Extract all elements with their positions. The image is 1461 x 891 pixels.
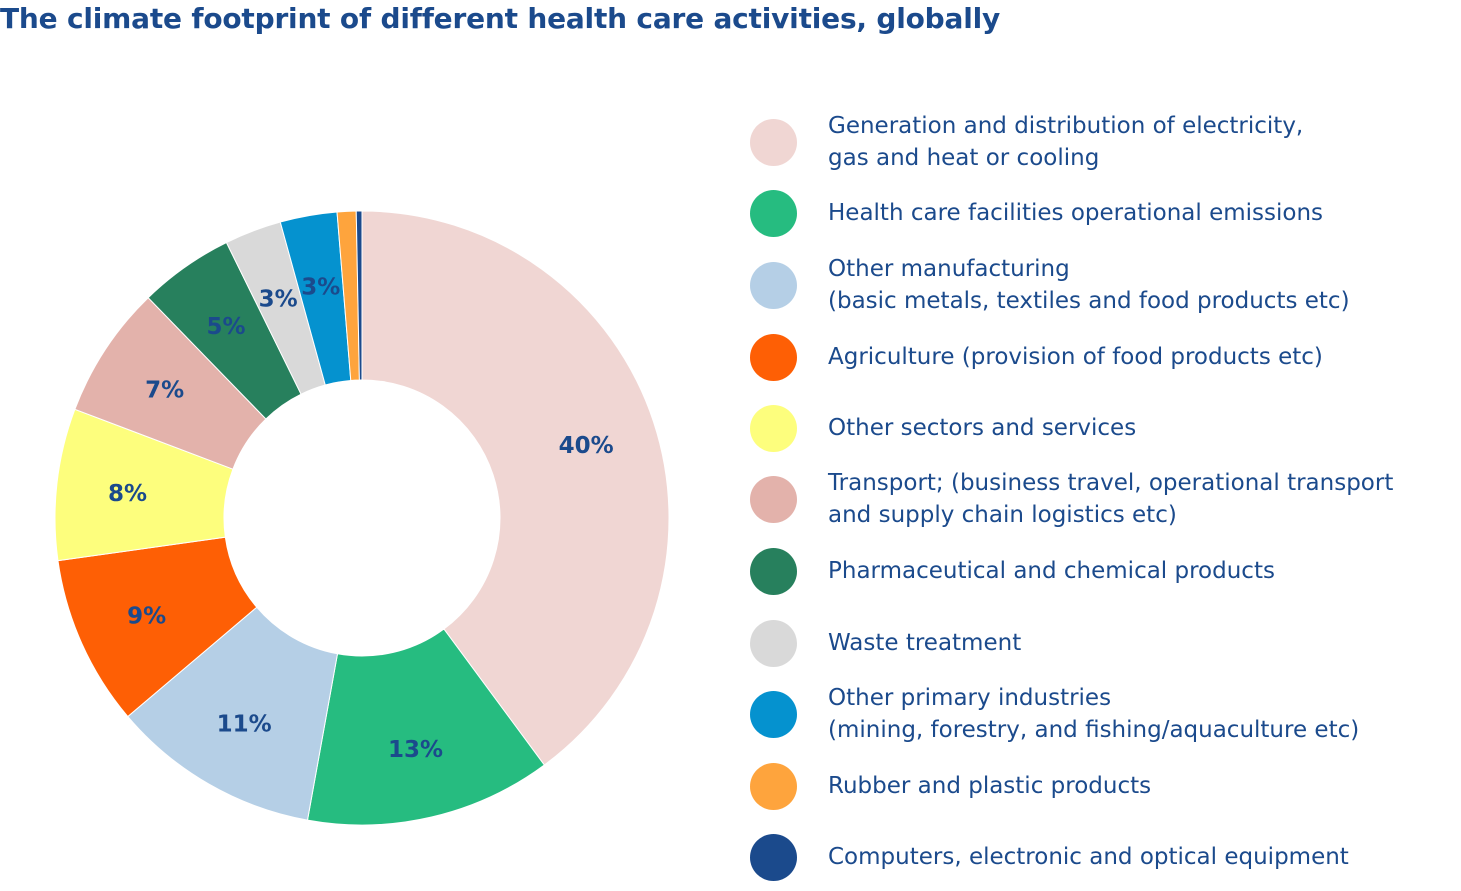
legend-swatch — [750, 189, 797, 237]
legend-item-generation-and-distribution-of-electricity-gas-and-heat-or-cooling: Generation and distribution of electrici… — [750, 110, 1303, 174]
legend-label: Agriculture (provision of food products … — [828, 344, 1323, 370]
legend-item-agriculture-provision-of-food-products-etc: Agriculture (provision of food products … — [750, 325, 1323, 389]
data-label-transport-business-travel-operational-transport-and-supply-chain-logistics-etc: 7% — [145, 378, 184, 404]
legend-swatch — [750, 762, 797, 810]
legend: Generation and distribution of electrici… — [750, 0, 1461, 891]
slice-computers-electronic-and-optical-equipment — [355, 210, 363, 381]
data-label-other-manufacturing-basic-metals-textiles-and-food-products-etc: 11% — [217, 711, 272, 737]
legend-label: Other primary industries (mining, forest… — [828, 685, 1360, 743]
legend-swatch — [750, 547, 797, 595]
legend-swatch — [750, 619, 797, 667]
legend-label: Other sectors and services — [828, 415, 1137, 441]
legend-item-pharmaceutical-and-chemical-products: Pharmaceutical and chemical products — [750, 539, 1275, 603]
legend-item-transport-business-travel-operational-transport-and-supply-chain-logistics-etc: Transport; (business travel, operational… — [750, 467, 1393, 531]
legend-item-health-care-facilities-operational-emissions: Health care facilities operational emiss… — [750, 181, 1323, 245]
legend-label: Computers, electronic and optical equipm… — [828, 844, 1349, 870]
legend-label: Generation and distribution of electrici… — [828, 113, 1304, 171]
legend-swatch — [750, 833, 797, 881]
legend-label: Rubber and plastic products — [828, 773, 1152, 799]
legend-item-other-primary-industries-mining-forestry-and-fishing-aquaculture-etc: Other primary industries (mining, forest… — [750, 682, 1359, 746]
legend-swatch — [750, 404, 797, 452]
data-label-other-sectors-and-services: 8% — [108, 481, 147, 507]
chart-title: The climate footprint of different healt… — [0, 2, 1001, 35]
data-label-pharmaceutical-and-chemical-products: 5% — [206, 314, 245, 340]
legend-label: Other manufacturing (basic metals, texti… — [828, 256, 1350, 314]
legend-label: Waste treatment — [828, 630, 1022, 656]
legend-swatch — [750, 118, 797, 166]
legend-swatch — [750, 261, 797, 309]
legend-label: Transport; (business travel, operational… — [828, 470, 1394, 528]
legend-item-computers-electronic-and-optical-equipment: Computers, electronic and optical equipm… — [750, 825, 1349, 889]
legend-label: Health care facilities operational emiss… — [828, 200, 1324, 226]
legend-item-waste-treatment: Waste treatment — [750, 611, 1021, 675]
legend-item-rubber-and-plastic-products: Rubber and plastic products — [750, 754, 1151, 818]
slice-other-manufacturing-basic-metals-textiles-and-food-products-etc — [127, 606, 339, 821]
slice-health-care-facilities-operational-emissions — [306, 628, 546, 826]
data-label-waste-treatment: 3% — [259, 286, 298, 312]
legend-label: Pharmaceutical and chemical products — [828, 558, 1275, 584]
legend-swatch — [750, 690, 797, 738]
data-label-health-care-facilities-operational-emissions: 13% — [388, 737, 443, 763]
legend-swatch — [750, 475, 797, 523]
legend-item-other-manufacturing-basic-metals-textiles-and-food-products-etc: Other manufacturing (basic metals, texti… — [750, 253, 1350, 317]
legend-swatch — [750, 333, 797, 381]
donut-chart: 40% 13% 11% 9% 8% 7% 5% 3% 3% — [54, 210, 670, 826]
legend-item-other-sectors-and-services: Other sectors and services — [750, 396, 1136, 460]
data-label-other-primary-industries-mining-forestry-and-fishing-aquaculture-etc: 3% — [301, 275, 340, 301]
data-label-agriculture-provision-of-food-products-etc: 9% — [127, 604, 166, 630]
slice-generation-and-distribution-of-electricity-gas-and-heat-or-cooling — [361, 210, 670, 766]
data-label-generation-and-distribution-of-electricity-gas-and-heat-or-cooling: 40% — [559, 433, 614, 459]
